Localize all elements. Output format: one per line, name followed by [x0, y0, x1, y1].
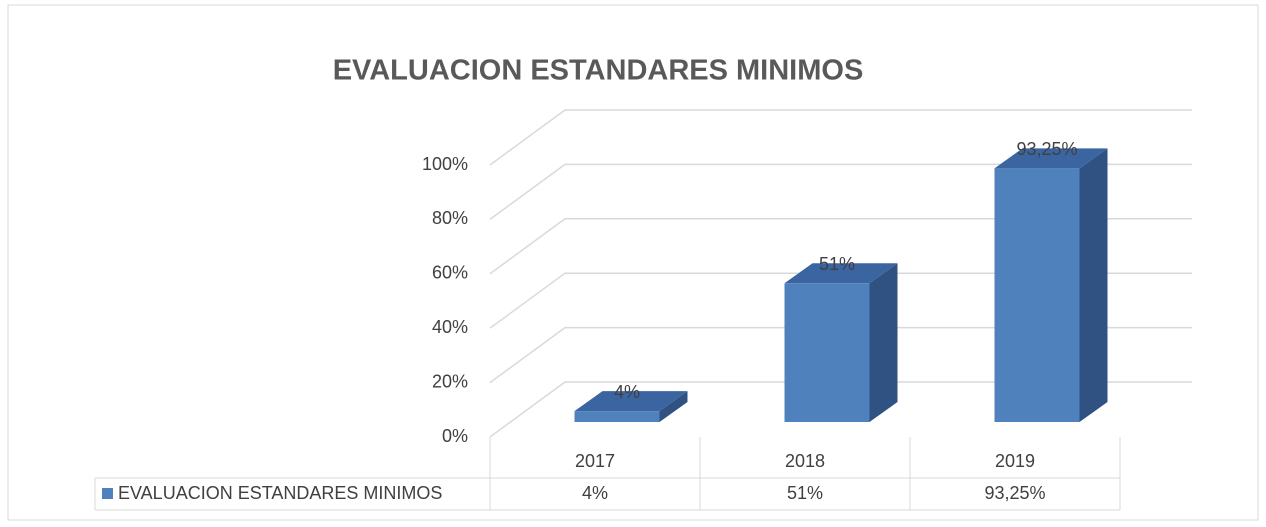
y-tick-label: 20% — [432, 371, 468, 391]
table-value: 4% — [582, 483, 608, 503]
y-tick-label: 60% — [432, 263, 468, 283]
grid-line — [489, 381, 1192, 438]
grid-line — [489, 218, 1192, 275]
table-value: 51% — [787, 483, 823, 503]
bar — [784, 283, 870, 422]
bar-top — [994, 148, 1108, 169]
x-tick-label: 2017 — [575, 451, 615, 471]
legend-label: EVALUACION ESTANDARES MINIMOS — [118, 483, 442, 503]
x-tick-label: 2018 — [785, 451, 825, 471]
bar-side — [659, 391, 688, 422]
legend-swatch — [102, 488, 113, 499]
y-tick-label: 0% — [442, 426, 468, 446]
data-label: 51% — [819, 254, 855, 274]
bar-side — [869, 263, 898, 422]
bar-side — [1079, 148, 1108, 423]
data-label: 93,25% — [1016, 139, 1077, 159]
y-tick-label: 80% — [432, 208, 468, 228]
grid-line — [489, 326, 1192, 384]
grid-line — [489, 109, 1192, 166]
bar-top — [574, 391, 688, 412]
bar — [994, 168, 1080, 422]
chart-title: EVALUACION ESTANDARES MINIMOS — [333, 55, 864, 87]
grid-line — [489, 272, 1192, 329]
bar-top — [784, 263, 898, 284]
y-tick-label: 40% — [432, 317, 468, 337]
grid-line — [489, 163, 1192, 221]
data-label: 4% — [614, 382, 640, 402]
bar — [574, 411, 660, 422]
y-tick-label: 100% — [422, 154, 468, 174]
table-value: 93,25% — [984, 483, 1045, 503]
x-tick-label: 2019 — [995, 451, 1035, 471]
